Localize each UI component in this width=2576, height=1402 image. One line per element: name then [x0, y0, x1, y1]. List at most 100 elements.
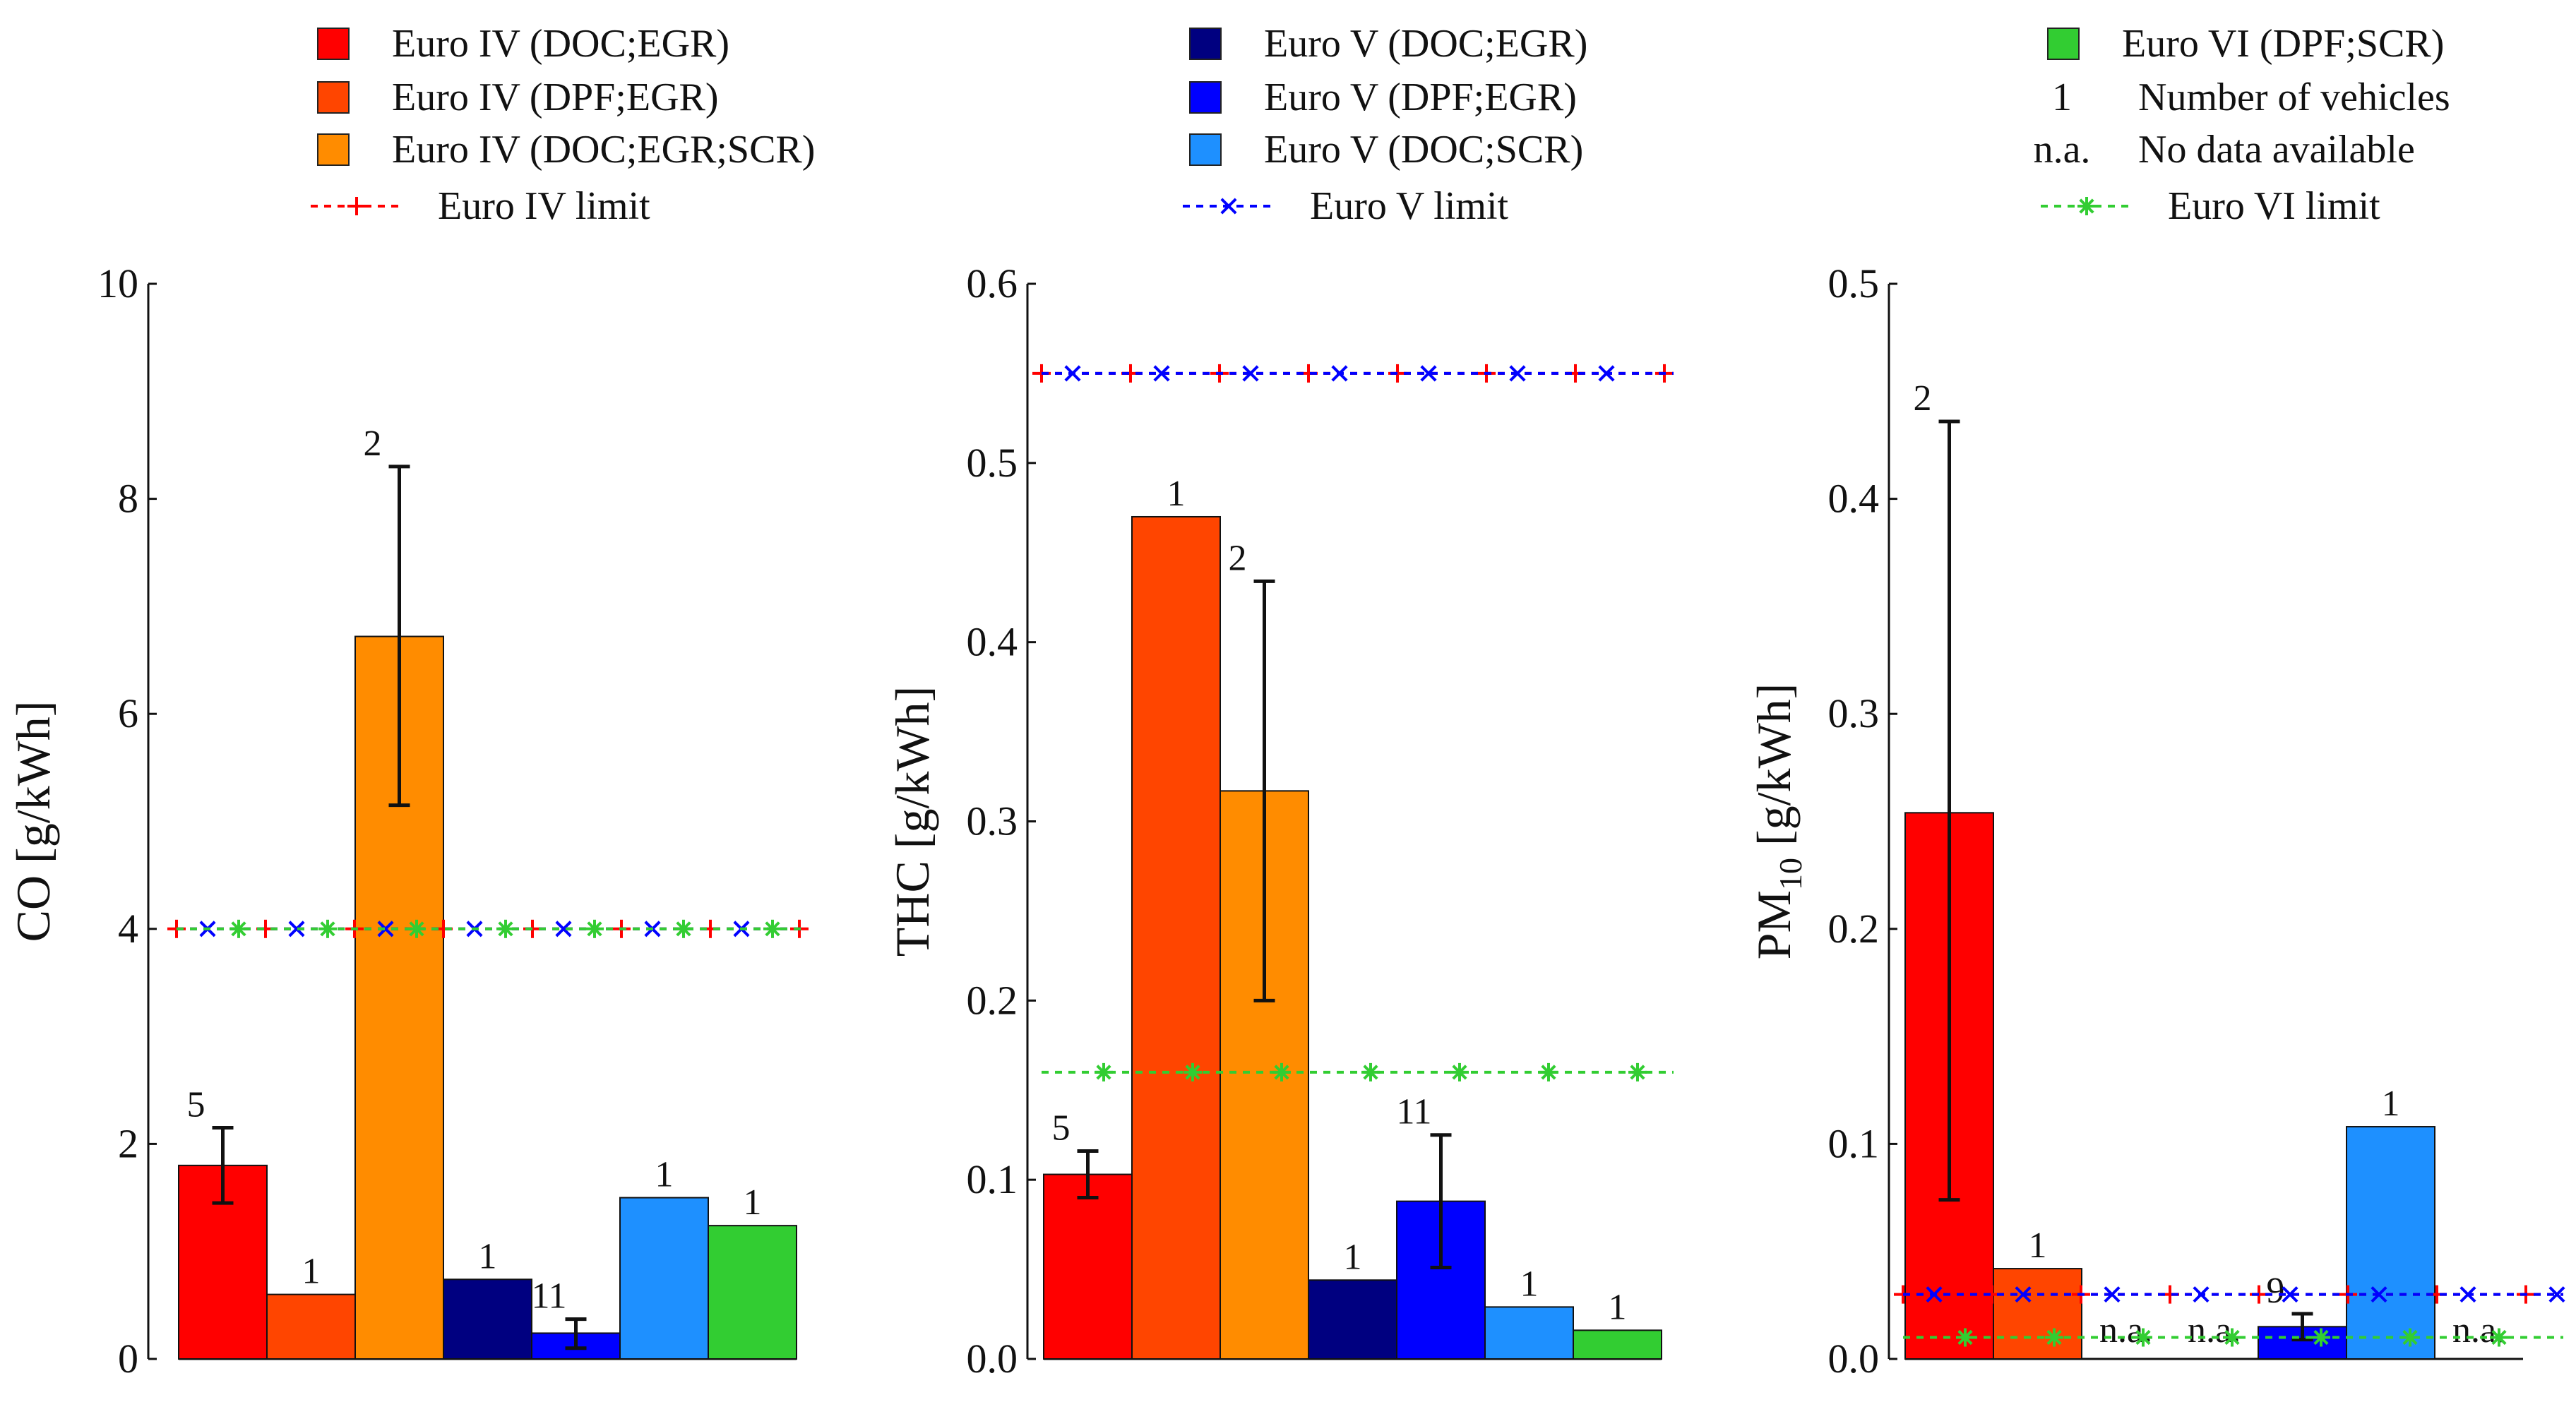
- limit-marker-euro-vi-limit: [2135, 1329, 2151, 1346]
- limit-marker-euro-vi-limit: [2402, 1329, 2418, 1346]
- legend-swatch-euro-iv-doc-egr-scr: [317, 133, 350, 166]
- y-axis-title-subscript: 10: [1772, 858, 1808, 890]
- y-tick-label: 4: [118, 906, 138, 952]
- limit-marker-euro-v-limit: [1420, 365, 1437, 382]
- count-label-euro-iv-doc-egr: 5: [1052, 1108, 1071, 1149]
- count-label-euro-iv-dpf-egr: 1: [2029, 1226, 2047, 1266]
- limit-marker-euro-v-limit: [1064, 365, 1081, 382]
- limit-marker-euro-v-limit: [377, 921, 394, 937]
- count-label-euro-iv-dpf-egr: 1: [1167, 474, 1186, 514]
- limit-marker-euro-vi-limit: [587, 921, 602, 937]
- limit-marker-euro-v-limit: [2282, 1286, 2298, 1303]
- legend-item-euro-iv-doc-egr-scr: Euro IV (DOC;EGR;SCR): [317, 128, 815, 172]
- y-tick-label: 0.5: [1828, 260, 1880, 306]
- y-tick-label: 0.1: [967, 1156, 1018, 1202]
- bar-euro-iv-dpf-egr: [1993, 1268, 2082, 1360]
- y-axis-title-unit: [g/kWh]: [1747, 683, 1801, 858]
- count-label-euro-vi-dpf-scr: n.a.: [2452, 1310, 2505, 1350]
- y-tick-label: 0.0: [967, 1336, 1018, 1382]
- count-label-euro-iv-doc-egr: 2: [1914, 378, 1932, 419]
- limit-marker-euro-vi-limit: [676, 921, 691, 937]
- count-label-euro-v-doc-scr: 1: [1520, 1264, 1539, 1304]
- legend-item-no-data-available: n.a. No data available: [2034, 128, 2415, 172]
- count-label-euro-v-doc-egr: 1: [1344, 1237, 1362, 1277]
- legend-label: Number of vehicles: [2138, 76, 2450, 119]
- limit-euro-vi-limit: [1903, 1328, 2563, 1347]
- limit-marker-euro-v-limit: [2548, 1286, 2565, 1303]
- bar-euro-v-doc-scr: [2346, 1126, 2435, 1360]
- legend-label: Euro V (DOC;EGR): [1264, 22, 1587, 66]
- legend-item-euro-v-doc-scr: Euro V (DOC;SCR): [1189, 128, 1583, 172]
- bar-euro-iv-dpf-egr: [266, 1293, 356, 1360]
- count-label-euro-v-dpf-egr: 11: [531, 1276, 566, 1317]
- legend-swatch-euro-vi-dpf-scr: [2047, 28, 2080, 60]
- bar-euro-iv-doc-egr: [1043, 1173, 1133, 1360]
- bar-euro-v-doc-scr: [619, 1197, 709, 1360]
- limit-marker-euro-vi-limit: [231, 921, 246, 937]
- legend-item-euro-iv-limit: Euro IV limit: [311, 184, 650, 228]
- y-tick-label: 8: [118, 476, 138, 522]
- y-tick-label: 0.5: [967, 440, 1018, 486]
- bar-euro-v-doc-egr: [1308, 1279, 1397, 1360]
- legend-label: Euro VI limit: [2168, 184, 2380, 228]
- count-label-euro-v-dpf-egr: 9: [2267, 1271, 2285, 1311]
- y-tick-label: 0.3: [1828, 690, 1880, 736]
- count-label-euro-iv-doc-egr-scr: 2: [1229, 538, 1247, 578]
- limit-euro-v-limit: [1042, 365, 1674, 382]
- limit-marker-euro-vi-limit: [1957, 1329, 1973, 1346]
- y-tick-label: 0: [118, 1336, 138, 1382]
- y-axis-title: PM10 [g/kWh]: [1747, 683, 1808, 960]
- y-tick-label: 0.0: [1828, 1336, 1880, 1382]
- legend-item-number-of-vehicles: 1 Number of vehicles: [2052, 76, 2450, 119]
- legend-marker-euro-vi-limit: [2079, 198, 2094, 214]
- legend-label: Euro VI (DPF;SCR): [2122, 22, 2444, 66]
- y-tick-label: 0.6: [967, 260, 1018, 306]
- limit-euro-vi-limit: [1042, 1062, 1674, 1082]
- legend-item-euro-vi-limit: Euro VI limit: [2041, 184, 2380, 228]
- legend-symbol: 1: [2052, 76, 2072, 119]
- count-label-euro-vi-dpf-scr: 1: [1609, 1287, 1627, 1327]
- limit-marker-euro-v-limit: [2459, 1286, 2476, 1303]
- limit-euro-vi-limit: [177, 919, 801, 938]
- count-label-euro-iv-doc-egr: 5: [187, 1085, 205, 1125]
- y-axis-title-main: PM: [1747, 890, 1801, 959]
- limit-marker-euro-vi-limit: [498, 921, 513, 937]
- limit-marker-euro-vi-limit: [1630, 1065, 1645, 1080]
- limit-marker-euro-vi-limit: [1541, 1065, 1556, 1080]
- limit-marker-euro-v-limit: [288, 921, 305, 937]
- limit-marker-euro-vi-limit: [320, 921, 335, 937]
- legend-swatch-euro-v-dpf-egr: [1189, 81, 1222, 114]
- legend: Euro IV (DOC;EGR) Euro IV (DPF;EGR) Euro I…: [311, 22, 2450, 228]
- legend-swatch-euro-v-doc-egr: [1189, 28, 1222, 60]
- legend-label: Euro V (DOC;SCR): [1264, 128, 1583, 172]
- count-label-euro-iv-dpf-egr: 1: [302, 1252, 321, 1292]
- y-tick-label: 0.1: [1828, 1120, 1880, 1166]
- count-label-euro-v-doc-scr: 1: [2382, 1084, 2400, 1124]
- limit-marker-euro-vi-limit: [1363, 1065, 1378, 1080]
- legend-label: Euro IV limit: [438, 184, 650, 228]
- legend-item-euro-v-doc-egr: Euro V (DOC;EGR): [1189, 22, 1587, 66]
- legend-item-euro-iv-doc-egr: Euro IV (DOC;EGR): [317, 22, 729, 66]
- limit-marker-euro-vi-limit: [1452, 1065, 1467, 1080]
- y-tick-label: 6: [118, 690, 138, 736]
- limit-marker-euro-vi-limit: [1185, 1065, 1200, 1080]
- y-tick-label: 10: [97, 260, 138, 306]
- y-axis-title: CO [g/kWh]: [6, 701, 60, 942]
- legend-swatch-euro-v-doc-scr: [1189, 133, 1222, 166]
- limit-marker-euro-v-limit: [1153, 365, 1170, 382]
- y-axis-title: THC [g/kWh]: [886, 686, 939, 957]
- bar-euro-iv-dpf-egr: [1131, 515, 1221, 1360]
- count-label-euro-iv-doc-egr-scr: 2: [364, 424, 382, 464]
- limit-marker-euro-v-limit: [2104, 1286, 2121, 1303]
- limit-marker-euro-vi-limit: [2313, 1329, 2329, 1346]
- count-label-euro-v-doc-egr: 1: [479, 1236, 497, 1276]
- limit-marker-euro-v-limit: [1509, 365, 1526, 382]
- legend-label: Euro IV (DOC;EGR;SCR): [392, 128, 815, 172]
- limit-marker-euro-v-limit: [2371, 1286, 2387, 1303]
- limit-marker-euro-vi-limit: [1096, 1065, 1111, 1080]
